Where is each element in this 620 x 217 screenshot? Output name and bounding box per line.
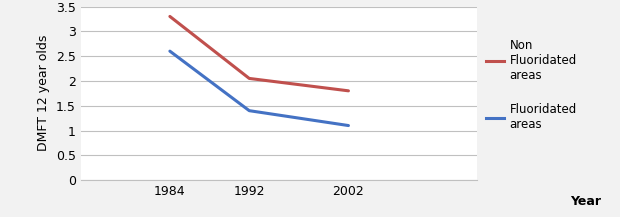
Y-axis label: DMFT 12 year olds: DMFT 12 year olds [37, 35, 50, 151]
Text: Year: Year [570, 195, 601, 208]
Legend: Non
Fluoridated
areas, Fluoridated
areas: Non Fluoridated areas, Fluoridated areas [481, 34, 582, 135]
